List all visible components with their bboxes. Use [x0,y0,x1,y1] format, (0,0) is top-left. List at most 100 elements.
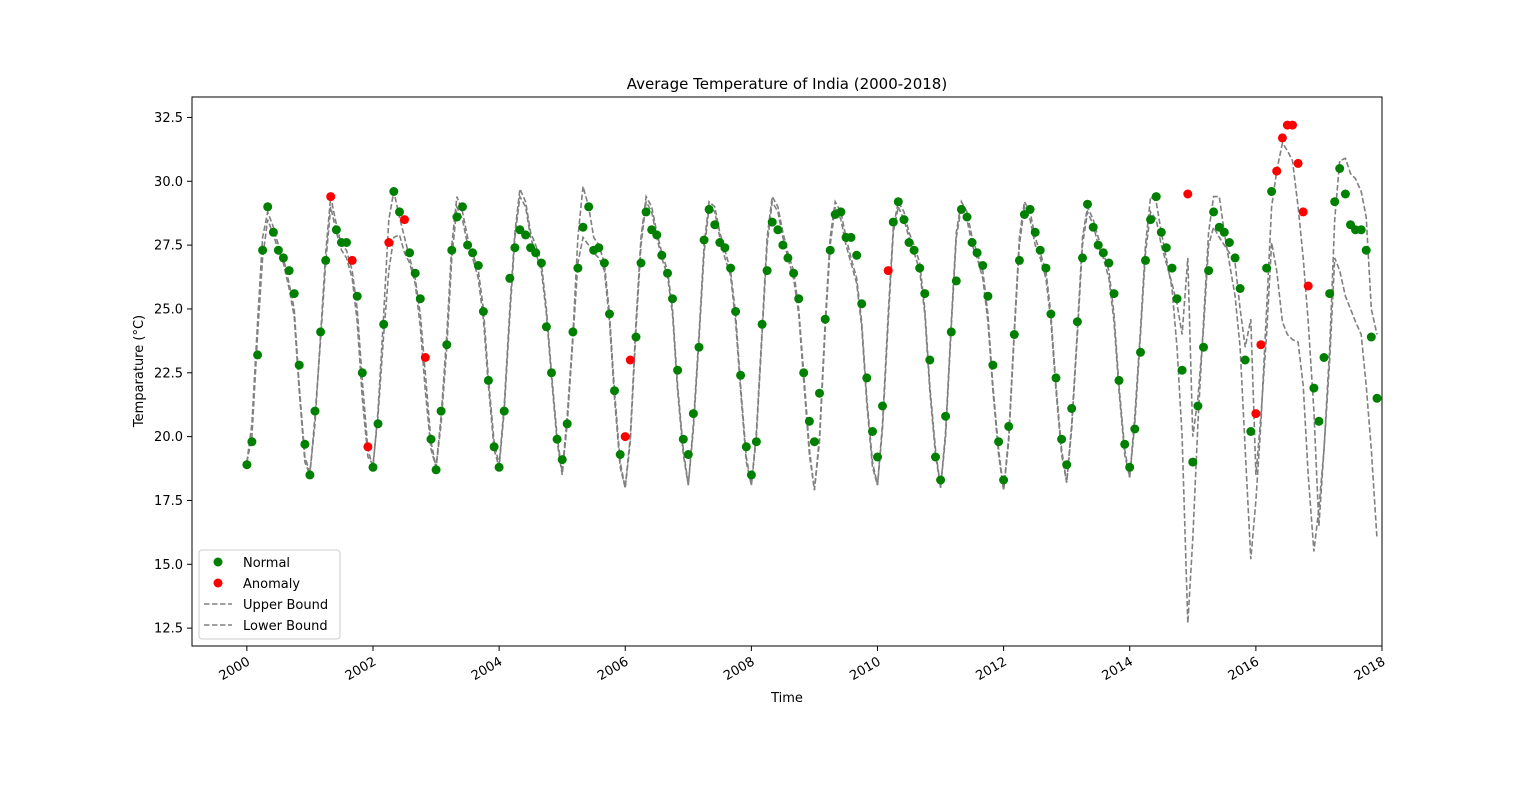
normal-point [263,202,273,212]
y-tick-label: 22.5 [154,366,183,381]
normal-point [857,299,867,309]
normal-point [395,207,404,217]
normal-point [615,450,625,459]
normal-point [289,289,299,299]
normal-point [1136,347,1145,357]
anomaly-point [1251,409,1261,419]
normal-point [1167,263,1177,273]
normal-point [447,245,457,255]
legend-upper-bound-label: Upper Bound [243,598,328,613]
normal-point [1009,330,1019,339]
normal-point [631,332,641,342]
normal-point [273,245,283,255]
normal-point [757,319,767,329]
normal-point [547,368,556,378]
legend-box [198,549,341,640]
anomaly-point [1298,207,1308,217]
normal-point [568,327,578,337]
y-tick-label: 25.0 [154,302,183,317]
chart-title: Average Temperature of India (2000-2018) [627,75,947,93]
normal-point [342,238,351,247]
normal-point [909,245,919,255]
normal-point [809,437,819,447]
normal-point [1051,373,1061,383]
normal-point [825,245,835,255]
anomaly-point [1183,189,1193,199]
normal-point [1078,253,1087,263]
normal-point [294,360,304,370]
normal-point [1319,353,1329,362]
normal-point [373,419,383,429]
normal-point [316,327,326,337]
normal-point [431,465,441,475]
normal-point [956,204,966,214]
normal-point [573,263,583,273]
y-tick-label: 17.5 [154,494,183,509]
normal-point [473,261,483,270]
normal-point [720,243,730,253]
normal-point [536,258,546,268]
normal-point [468,248,478,258]
anomaly-point [1277,133,1287,143]
normal-point [1224,238,1234,247]
y-tick-label: 27.5 [154,239,183,254]
normal-point [873,452,882,462]
normal-point [253,350,263,360]
normal-point [1041,263,1051,273]
normal-point [1262,263,1272,273]
normal-point [657,250,667,260]
normal-point [521,230,531,240]
normal-point [1177,365,1187,375]
normal-point [736,370,746,380]
anomaly-point [1293,158,1303,168]
normal-point [499,406,509,416]
normal-point [904,238,914,247]
normal-point [820,314,830,324]
normal-point [1004,421,1014,431]
normal-point [605,309,614,319]
normal-point [1309,383,1319,393]
normal-point [1114,375,1124,385]
normal-point [668,294,677,304]
normal-point [1361,245,1371,255]
normal-point [331,225,341,235]
normal-point [983,291,993,301]
normal-point [1025,204,1035,214]
normal-point [284,266,294,276]
normal-point [999,475,1009,485]
normal-point [1219,227,1229,237]
anomaly-point [1272,166,1282,176]
normal-point [852,250,862,260]
normal-point [1161,243,1171,253]
normal-point [925,355,935,365]
normal-point [1172,294,1182,304]
normal-point [368,462,378,472]
normal-point [936,475,946,485]
normal-point [767,217,777,227]
normal-point [815,388,824,398]
normal-point [846,232,856,242]
data-points-layer [242,120,1382,485]
normal-point [405,248,415,258]
y-tick-label: 32.5 [154,111,183,126]
anomaly-point [420,353,430,362]
normal-point [636,258,646,268]
normal-point [1366,332,1376,342]
normal-point [878,401,887,411]
normal-point [1246,427,1256,436]
normal-point [746,470,756,480]
normal-point [599,258,609,268]
normal-point [683,450,693,459]
normal-point [694,342,704,352]
normal-point [1083,199,1092,209]
normal-point [1057,434,1067,444]
legend-lower-bound-label: Lower Bound [243,619,328,634]
normal-point [641,207,651,217]
normal-point [1199,342,1208,352]
normal-point [946,327,956,337]
normal-point [1209,207,1219,217]
normal-point [610,386,619,396]
normal-point [967,238,977,247]
normal-point [352,291,362,301]
